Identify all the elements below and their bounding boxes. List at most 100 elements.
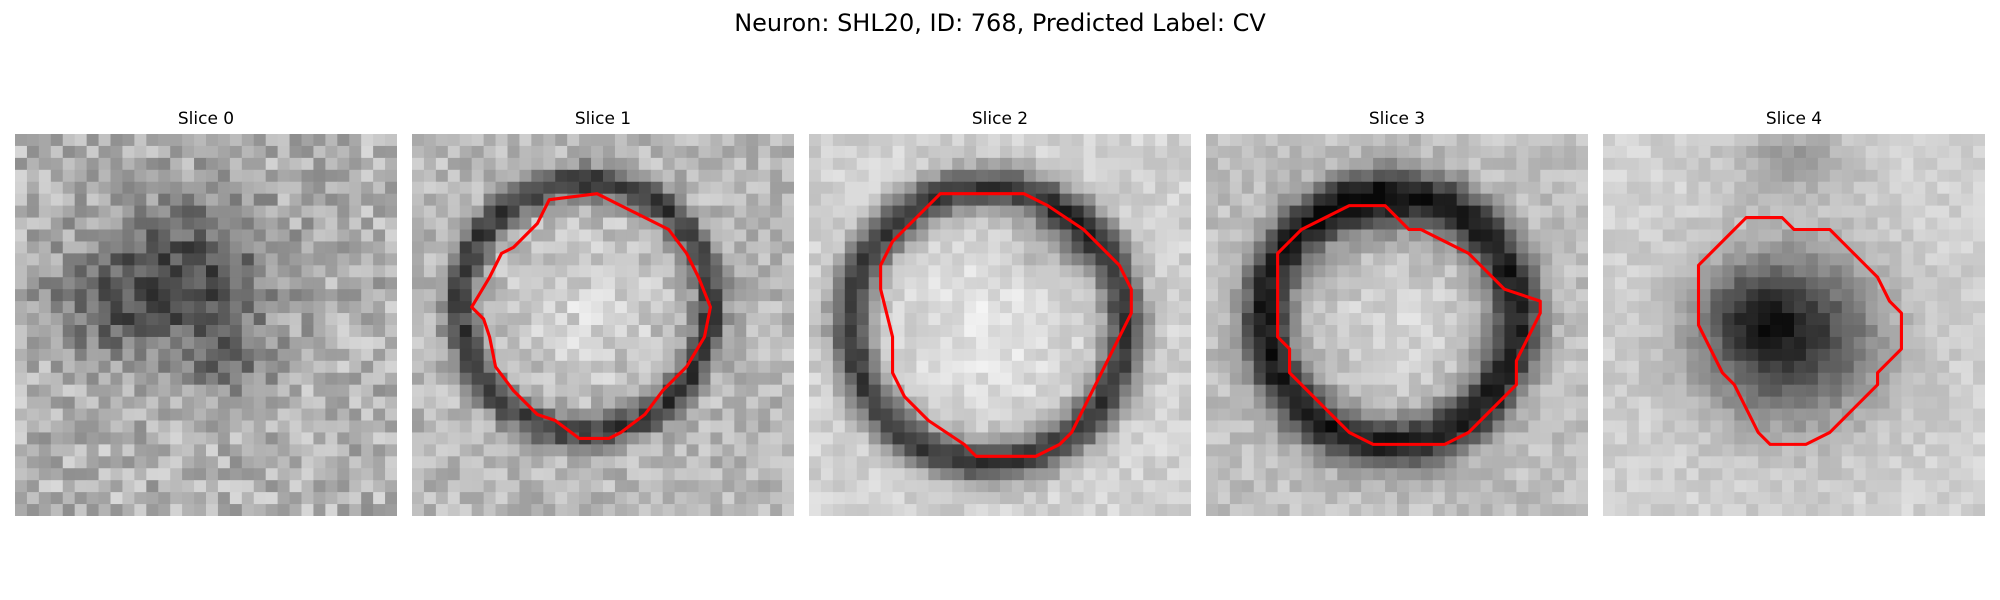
image-pixel (1841, 205, 1855, 219)
image-pixel (1925, 145, 1938, 159)
image-pixel (928, 444, 941, 457)
image-pixel (820, 325, 834, 338)
image-pixel (1770, 241, 1783, 254)
image-pixel (1011, 181, 1025, 195)
image-pixel (1829, 157, 1843, 171)
image-pixel (1528, 265, 1541, 278)
image-pixel (1119, 468, 1132, 481)
image-pixel (1206, 169, 1219, 183)
image-pixel (361, 444, 374, 457)
image-pixel (361, 157, 374, 171)
image-pixel (15, 325, 28, 338)
image-pixel (904, 480, 917, 493)
image-pixel (928, 157, 941, 171)
image-pixel (1674, 145, 1688, 159)
image-pixel (1603, 348, 1616, 362)
image-pixel (1155, 289, 1168, 302)
image-pixel (1973, 193, 1985, 207)
image-pixel (373, 193, 386, 207)
image-pixel (483, 456, 497, 469)
image-pixel (1385, 169, 1398, 183)
image-pixel (1059, 360, 1073, 374)
image-pixel (423, 408, 437, 421)
image-pixel (820, 456, 834, 469)
image-pixel (1143, 217, 1156, 230)
image-pixel (555, 480, 568, 493)
image-pixel (1325, 229, 1338, 242)
image-pixel (325, 313, 338, 326)
image-pixel (844, 468, 858, 481)
image-pixel (229, 265, 243, 278)
image-pixel (194, 277, 207, 290)
image-pixel (1206, 420, 1219, 433)
image-pixel (1686, 432, 1699, 445)
image-pixel (1131, 169, 1144, 183)
image-pixel (1361, 420, 1374, 433)
image-pixel (265, 372, 279, 386)
image-pixel (1913, 265, 1926, 278)
image-pixel (349, 289, 362, 302)
image-pixel (1071, 492, 1085, 505)
image-pixel (170, 492, 183, 505)
image-pixel (1131, 241, 1144, 254)
image-pixel (1337, 289, 1350, 302)
image-pixel (26, 313, 40, 326)
image-pixel (435, 217, 449, 230)
image-pixel (265, 134, 279, 147)
image-pixel (1901, 301, 1914, 314)
image-pixel (856, 336, 870, 350)
image-pixel (1564, 157, 1577, 171)
image-pixel (1059, 325, 1073, 338)
image-pixel (1337, 504, 1350, 516)
image-pixel (1059, 480, 1073, 493)
image-pixel (1686, 181, 1699, 195)
image-pixel (1853, 301, 1867, 314)
image-pixel (1083, 313, 1096, 326)
image-pixel (122, 229, 135, 242)
image-pixel (277, 372, 291, 386)
image-pixel (217, 253, 231, 266)
image-pixel (832, 157, 846, 171)
image-pixel (1361, 157, 1374, 171)
image-pixel (1325, 444, 1338, 457)
image-pixel (194, 134, 207, 147)
image-pixel (1937, 241, 1950, 254)
image-pixel (1277, 432, 1291, 445)
image-pixel (15, 229, 28, 242)
image-pixel (952, 492, 965, 505)
image-pixel (1626, 134, 1640, 147)
image-pixel (1504, 145, 1517, 159)
image-pixel (662, 360, 676, 374)
image-pixel (1047, 217, 1061, 230)
image-pixel (1095, 456, 1108, 469)
image-pixel (1397, 456, 1410, 469)
image-pixel (1206, 205, 1219, 219)
image-pixel (856, 313, 870, 326)
image-pixel (722, 205, 735, 219)
image-pixel (1638, 217, 1652, 230)
image-pixel (710, 468, 723, 481)
image-pixel (710, 372, 723, 386)
image-pixel (134, 169, 147, 183)
image-pixel (1301, 229, 1314, 242)
image-pixel (265, 205, 279, 219)
image-pixel (722, 480, 735, 493)
image-pixel (531, 432, 544, 445)
image-pixel (1973, 348, 1985, 362)
image-pixel (1095, 504, 1108, 516)
image-pixel (1349, 134, 1362, 147)
image-pixel (1782, 444, 1795, 457)
image-pixel (1770, 217, 1783, 230)
image-pixel (1277, 480, 1291, 493)
image-pixel (734, 277, 747, 290)
image-pixel (1492, 157, 1505, 171)
image-pixel (1408, 456, 1422, 469)
image-pixel (1349, 456, 1362, 469)
image-pixel (988, 193, 1001, 207)
image-pixel (1107, 229, 1120, 242)
image-pixel (543, 396, 556, 410)
image-pixel (1614, 408, 1628, 421)
image-pixel (217, 336, 231, 350)
image-pixel (1540, 432, 1553, 445)
image-pixel (289, 265, 302, 278)
